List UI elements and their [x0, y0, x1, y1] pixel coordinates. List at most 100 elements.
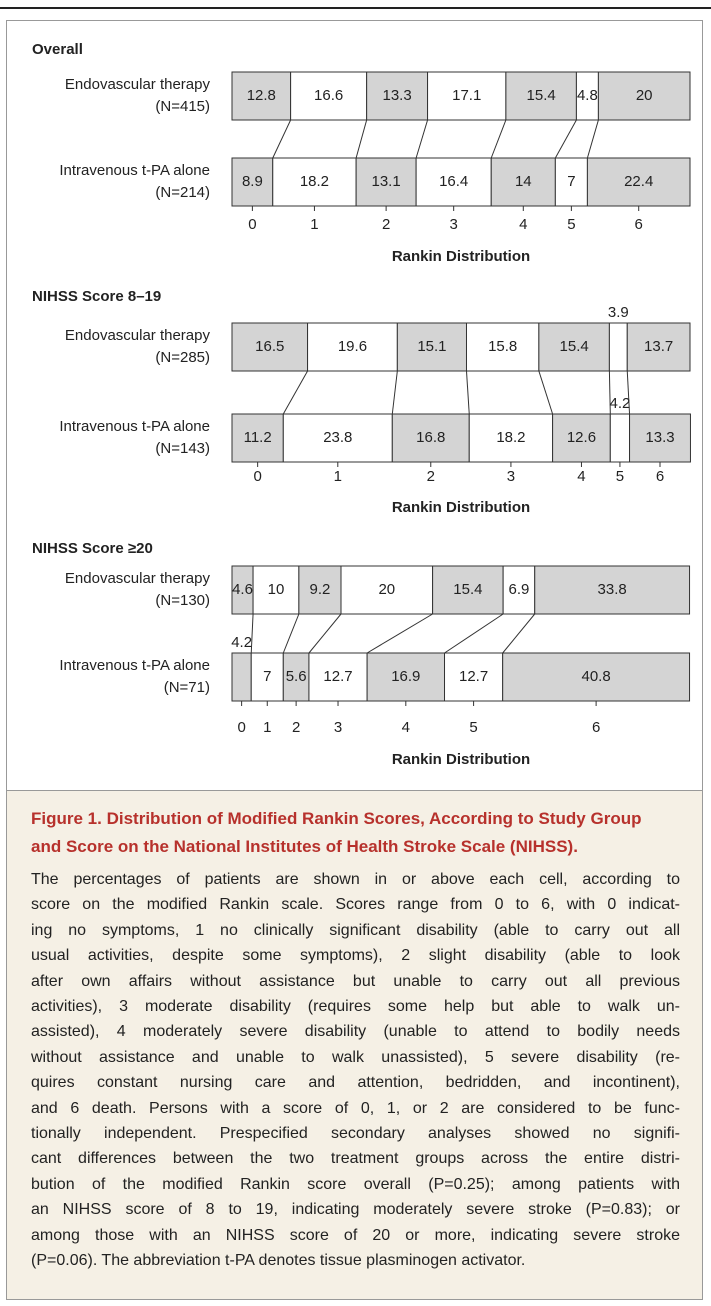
- connector: [554, 119, 577, 159]
- value-label: 22.4: [624, 173, 653, 190]
- x-tick-label: 4: [402, 719, 410, 736]
- value-label: 13.7: [644, 338, 673, 355]
- caption-title-line: and Score on the National Institutes of …: [31, 837, 578, 856]
- bar-segment: [608, 322, 628, 372]
- bar-segment: [586, 157, 691, 207]
- connector: [308, 613, 342, 654]
- connector: [608, 370, 611, 415]
- bar-segment: [465, 322, 540, 372]
- caption-line: quires constant nursing care and attenti…: [31, 1074, 680, 1092]
- value-label: 7: [263, 668, 271, 685]
- value-label: 12.7: [459, 668, 488, 685]
- caption-title: Figure 1. Distribution of Modified Ranki…: [31, 805, 680, 833]
- x-tick-label: 1: [263, 719, 271, 736]
- value-label: 33.8: [598, 581, 627, 598]
- x-tick-label: 6: [635, 216, 643, 233]
- category-label: (N=143): [155, 440, 210, 457]
- x-tick-label: 6: [592, 719, 600, 736]
- x-tick-label: 1: [334, 468, 342, 485]
- value-label: 16.5: [255, 338, 284, 355]
- connector: [250, 613, 254, 654]
- caption-line: (P=0.06). The abbreviation t-PA denotes …: [31, 1252, 526, 1270]
- value-label: 18.2: [300, 173, 329, 190]
- category-label: Intravenous t-PA alone: [59, 657, 210, 674]
- x-axis-label: Rankin Distribution: [392, 248, 530, 265]
- category-label: Intravenous t-PA alone: [59, 162, 210, 179]
- x-tick-label: 1: [310, 216, 318, 233]
- value-label: 4.8: [577, 87, 598, 104]
- caption-line: among those with an NIHSS score of 20 or…: [31, 1226, 680, 1244]
- value-label: 13.3: [383, 87, 412, 104]
- top-rule: [0, 7, 711, 9]
- bar-segment: [554, 157, 588, 207]
- value-label: 10: [268, 581, 285, 598]
- bar-segment: [252, 565, 300, 615]
- bar-segment: [597, 71, 691, 121]
- x-tick-label: 0: [253, 468, 261, 485]
- connector: [415, 119, 429, 159]
- value-label: 16.4: [439, 173, 468, 190]
- value-label: 12.8: [247, 87, 276, 104]
- bar-segment: [505, 71, 577, 121]
- bar-segment: [391, 413, 470, 463]
- caption-line: usual activities, despite some symptoms)…: [31, 947, 680, 965]
- category-label: (N=285): [155, 349, 210, 366]
- bar-segment: [415, 157, 492, 207]
- connector: [502, 613, 536, 654]
- caption-line: tionally independent. Prespecified secon…: [31, 1125, 680, 1143]
- bar-segment: [396, 322, 467, 372]
- category-label: Endovascular therapy: [65, 327, 211, 344]
- value-label: 4.2: [231, 634, 252, 651]
- value-label: 15.8: [488, 338, 517, 355]
- caption-line: ing no symptoms, 1 no clinically signifi…: [31, 921, 680, 939]
- connector: [490, 119, 507, 159]
- caption-line: cant differences between the two treatme…: [31, 1150, 680, 1168]
- category-label: (N=214): [155, 184, 210, 201]
- x-tick-label: 3: [450, 216, 458, 233]
- value-label: 4.6: [232, 581, 253, 598]
- connector: [626, 370, 631, 415]
- panel-title: Overall: [32, 41, 83, 58]
- x-tick-label: 5: [616, 468, 624, 485]
- value-label: 6.9: [509, 581, 530, 598]
- value-label: 11.2: [244, 429, 272, 446]
- x-tick-label: 4: [519, 216, 527, 233]
- bar-segment: [307, 322, 398, 372]
- x-tick-label: 2: [382, 216, 390, 233]
- value-label: 15.4: [560, 338, 589, 355]
- bar-segment: [444, 652, 504, 702]
- bar-segment: [231, 413, 284, 463]
- bar-segment: [502, 565, 536, 615]
- caption-line: after own affairs without assistance but…: [31, 972, 680, 990]
- connector: [444, 613, 504, 654]
- bar-segment: [534, 565, 691, 615]
- x-axis-label: Rankin Distribution: [392, 751, 530, 768]
- caption-line: activities), 3 moderate disability (requ…: [31, 998, 680, 1016]
- connector: [282, 370, 309, 415]
- bar-segment: [626, 322, 691, 372]
- value-label: 40.8: [582, 668, 611, 685]
- x-tick-label: 2: [292, 719, 300, 736]
- x-tick-label: 3: [507, 468, 515, 485]
- category-label: (N=71): [164, 679, 210, 696]
- caption-title-line: Distribution of Modified Rankin Scores, …: [106, 809, 642, 828]
- caption-line: bution of the modified Rankin score over…: [31, 1175, 680, 1193]
- caption-body: The percentages of patients are shown in…: [31, 867, 680, 1274]
- bar-segment: [609, 413, 631, 463]
- value-label: 8.9: [242, 173, 263, 190]
- category-label: Endovascular therapy: [65, 76, 211, 93]
- value-label: 13.3: [645, 429, 674, 446]
- value-label: 4.2: [609, 395, 630, 412]
- connector: [355, 119, 368, 159]
- value-label: 9.2: [310, 581, 331, 598]
- bar-segment: [308, 652, 368, 702]
- bar-segment: [231, 322, 309, 372]
- connector: [272, 119, 292, 159]
- bar-segment: [298, 565, 342, 615]
- connector: [465, 370, 470, 415]
- connector: [538, 370, 554, 415]
- bar-segment: [629, 413, 691, 463]
- connector: [586, 119, 599, 159]
